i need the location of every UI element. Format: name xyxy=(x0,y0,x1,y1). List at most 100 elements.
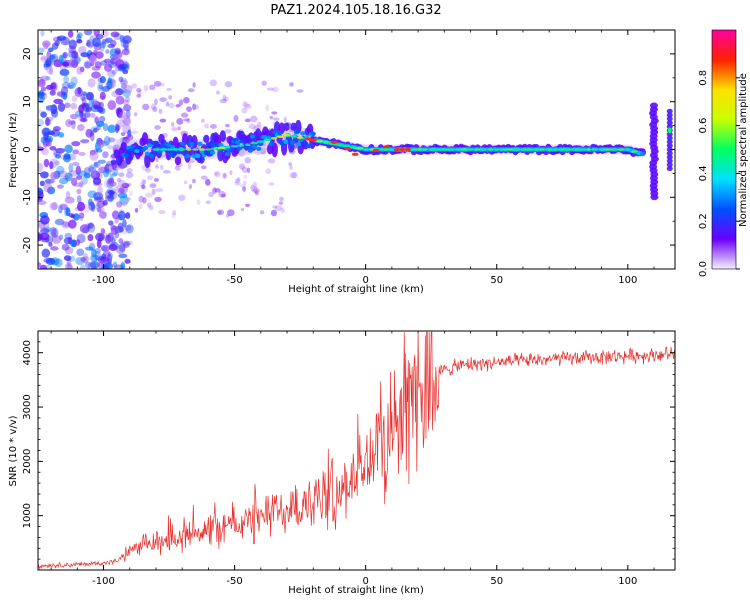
snr-y-ticks: 1000 2000 3000 4000 xyxy=(22,330,675,571)
heatmap-cell xyxy=(94,196,104,202)
heatmap-cell xyxy=(100,244,110,252)
heatmap-cell xyxy=(136,93,142,98)
heatmap-cell xyxy=(610,148,619,151)
heatmap-cell xyxy=(271,142,278,158)
heatmap-cell xyxy=(120,262,126,269)
heatmap-cell xyxy=(40,30,45,37)
heatmap-cell xyxy=(121,114,131,125)
heatmap-cell xyxy=(56,35,67,41)
heatmap-cell xyxy=(625,148,631,151)
heatmap-cell xyxy=(505,148,514,151)
heatmap-cell xyxy=(96,207,102,213)
heatmap-cell xyxy=(289,171,297,179)
heatmap-cell xyxy=(256,121,262,127)
heatmap-cell xyxy=(230,145,239,148)
x-tick-label: -100 xyxy=(92,576,115,587)
colorbar-tick-label: 0.8 xyxy=(698,70,709,86)
heatmap-cell xyxy=(147,143,153,148)
heatmap-cell xyxy=(100,60,108,66)
heatmap-cell xyxy=(261,80,267,86)
heatmap-cell xyxy=(220,193,226,198)
x-tick-label: -100 xyxy=(92,275,115,286)
heatmap-cell xyxy=(51,202,58,211)
heatmap-cell xyxy=(76,66,84,75)
snr-panel: -100 -50 0 50 100 1000 2000 3000 4000 Height of… xyxy=(8,330,676,596)
heatmap-cell xyxy=(134,207,139,213)
heatmap-cell xyxy=(577,148,587,151)
heatmap-cell xyxy=(143,84,149,92)
heatmap-cell xyxy=(122,99,130,106)
heatmap-cell xyxy=(218,142,224,148)
heatmap-cell xyxy=(154,98,158,106)
y-tick-label: -20 xyxy=(22,237,33,253)
heatmap-cell xyxy=(175,104,181,108)
heatmap-cell xyxy=(59,234,64,241)
heatmap-cell xyxy=(272,117,280,121)
heatmap-cell xyxy=(152,106,158,113)
heatmap-cell xyxy=(107,124,117,134)
heatmap-cell xyxy=(60,92,68,100)
heatmap-cell xyxy=(50,171,57,181)
colorbar-label: Normalized spectral amplitude xyxy=(738,73,749,227)
y-tick-label: 0 xyxy=(22,146,33,152)
x-tick-label: 50 xyxy=(490,576,503,587)
heatmap-cell xyxy=(118,172,125,178)
heatmap-cell xyxy=(289,164,293,171)
heatmap-cell xyxy=(183,118,190,122)
heatmap-cell xyxy=(354,147,364,150)
x-tick-label: -50 xyxy=(226,576,242,587)
heatmap-cell xyxy=(499,148,508,151)
heatmap-cell xyxy=(158,108,163,115)
heatmap-cell xyxy=(63,154,71,163)
heatmap-cell xyxy=(59,68,70,77)
heatmap-cell xyxy=(130,144,136,149)
heatmap-cell xyxy=(79,264,86,269)
heatmap-cell xyxy=(178,194,186,202)
heatmap-cell xyxy=(171,148,181,151)
heatmap-cell xyxy=(564,148,574,151)
heatmap-cell xyxy=(244,118,251,123)
heatmap-cell xyxy=(295,142,302,147)
heatmap-cell xyxy=(348,145,357,149)
heatmap-cell xyxy=(198,148,206,151)
heatmap-cell xyxy=(237,150,246,157)
heatmap-cell xyxy=(114,231,120,239)
heatmap-cell xyxy=(97,141,105,149)
heatmap-cell xyxy=(666,108,673,114)
heatmap-cell xyxy=(158,210,166,215)
heatmap-cell xyxy=(88,166,97,174)
heatmap-cell xyxy=(209,79,218,87)
heatmap-cell xyxy=(480,148,487,151)
heatmap-cell xyxy=(666,154,673,160)
heatmap-cell xyxy=(85,106,92,112)
heatmap-cell xyxy=(91,265,97,269)
heatmap-peak xyxy=(309,138,317,142)
heatmap-cell xyxy=(277,131,283,136)
heatmap-cell xyxy=(72,213,80,221)
heatmap-cell xyxy=(278,201,284,206)
heatmap-cell xyxy=(113,32,122,41)
heatmap-cell xyxy=(473,148,481,151)
heatmap-peak xyxy=(343,147,351,151)
heatmap-cell xyxy=(40,75,50,82)
heatmap-cell xyxy=(125,224,134,234)
heatmap-cell xyxy=(40,228,50,234)
heatmap-cell xyxy=(92,177,102,185)
heatmap-cell xyxy=(323,141,330,144)
heatmap-cell xyxy=(49,54,56,60)
heatmap-cell xyxy=(62,51,68,59)
heatmap-cell xyxy=(520,148,526,151)
heatmap-cell xyxy=(107,194,114,203)
heatmap-cell xyxy=(219,98,228,104)
heatmap-cell xyxy=(146,202,152,208)
heatmap-cell xyxy=(94,254,100,262)
heatmap-cell xyxy=(107,144,114,150)
heatmap-cell xyxy=(585,148,592,151)
heatmap-cell xyxy=(88,222,96,233)
heatmap-cell xyxy=(162,169,171,174)
heatmap-cell xyxy=(124,152,130,158)
heatmap-cell xyxy=(242,101,248,105)
heatmap-cell xyxy=(46,64,52,75)
heatmap-cell xyxy=(85,128,93,138)
heatmap-cell xyxy=(48,47,54,52)
